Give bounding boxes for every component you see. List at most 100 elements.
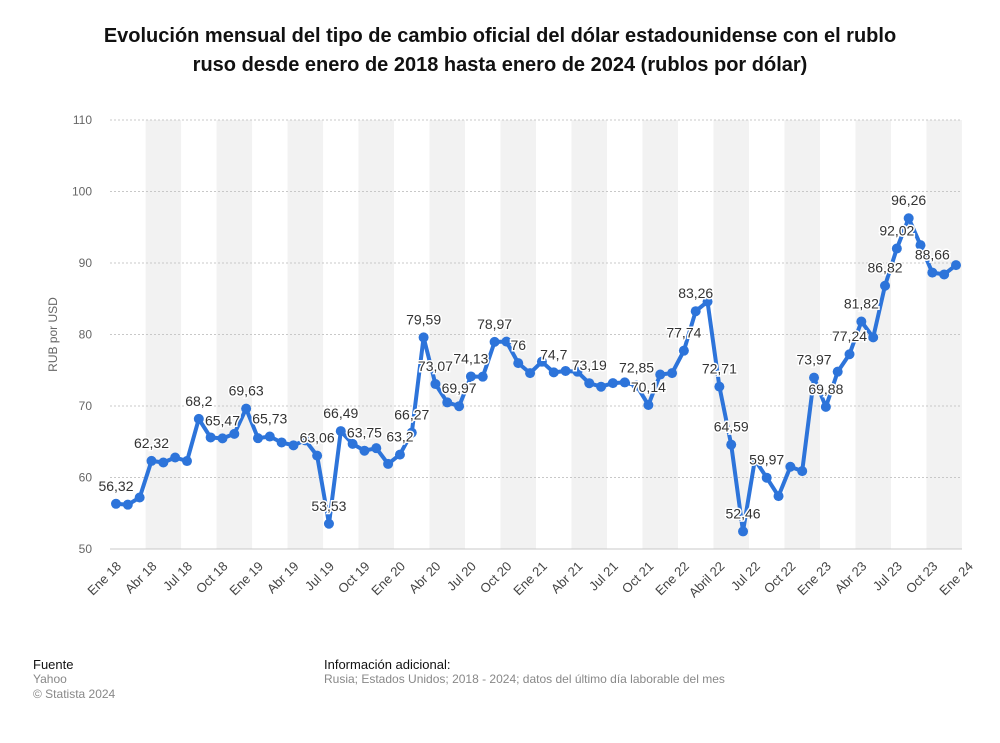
data-label: 72,71 xyxy=(702,361,737,377)
data-point xyxy=(288,440,299,451)
data-label: 77,74 xyxy=(666,325,701,341)
data-point xyxy=(749,454,760,465)
source-heading: Fuente xyxy=(33,657,74,672)
data-label: 78,97 xyxy=(477,316,512,332)
data-point xyxy=(809,372,820,383)
data-label: 65,47 xyxy=(205,412,240,428)
data-label: 72,85 xyxy=(619,360,654,376)
source-block: Fuente Yahoo © Statista 2024 xyxy=(33,657,115,702)
data-point xyxy=(726,439,737,450)
data-point xyxy=(477,371,488,382)
data-point xyxy=(241,403,252,414)
data-label: 53,53 xyxy=(311,498,346,514)
y-axis-label: RUB por USD xyxy=(46,297,60,372)
x-tick-label: Ene 19 xyxy=(226,559,266,599)
x-tick-label: Ene 20 xyxy=(368,559,408,599)
background-band xyxy=(287,120,324,549)
data-point xyxy=(111,498,121,509)
data-label: 56,32 xyxy=(98,478,133,494)
chart-title-line-2: ruso desde enero de 2018 hasta enero de … xyxy=(192,54,808,76)
y-tick-label: 90 xyxy=(79,256,93,270)
info-text: Rusia; Estados Unidos; 2018 - 2024; dato… xyxy=(324,672,725,686)
data-label: 52,46 xyxy=(726,505,761,521)
x-tick-label: Oct 22 xyxy=(761,559,799,597)
data-label: 64,59 xyxy=(714,419,749,435)
data-label: 83,26 xyxy=(678,285,713,301)
data-point xyxy=(371,443,382,454)
y-tick-label: 50 xyxy=(79,542,93,556)
data-label: 65,73 xyxy=(252,411,287,427)
data-point xyxy=(619,377,630,388)
data-point xyxy=(631,380,642,391)
y-tick-label: 110 xyxy=(73,113,92,127)
x-tick-label: Abril 22 xyxy=(686,559,728,601)
data-point xyxy=(655,369,666,380)
data-label: 70,14 xyxy=(631,379,666,395)
data-point xyxy=(596,381,607,392)
data-point xyxy=(501,336,512,347)
data-point xyxy=(702,296,713,307)
x-tick-label: Ene 23 xyxy=(794,559,834,599)
data-point xyxy=(383,458,394,469)
data-point xyxy=(927,267,938,278)
data-point xyxy=(264,431,275,442)
data-point xyxy=(584,378,595,389)
data-point xyxy=(773,491,784,502)
data-point xyxy=(607,378,618,389)
data-point xyxy=(430,379,441,390)
data-point xyxy=(359,445,370,456)
info-block: Información adicional: Rusia; Estados Un… xyxy=(324,657,725,687)
x-tick-label: Jul 19 xyxy=(302,559,337,594)
data-point xyxy=(678,345,689,356)
data-label: 86,82 xyxy=(867,260,902,276)
data-point xyxy=(915,240,926,251)
data-point xyxy=(797,466,808,477)
series-line xyxy=(114,216,958,534)
data-point xyxy=(323,518,334,529)
data-point xyxy=(820,401,831,412)
data-point xyxy=(335,426,346,437)
data-point xyxy=(868,332,879,343)
data-point xyxy=(394,449,405,460)
data-point xyxy=(513,358,524,369)
data-label: 79,59 xyxy=(406,311,441,327)
x-tick-label: Abr 18 xyxy=(122,559,160,597)
data-point xyxy=(418,332,429,343)
y-tick-label: 80 xyxy=(79,328,93,342)
x-tick-label: Jul 23 xyxy=(870,559,905,594)
data-point xyxy=(690,306,701,317)
data-point xyxy=(465,371,476,382)
data-label: 66,27 xyxy=(394,407,429,423)
data-label: 76 xyxy=(510,337,526,353)
data-point xyxy=(181,456,192,467)
data-label: 74,7 xyxy=(540,346,567,362)
source-text[interactable]: Yahoo xyxy=(33,672,67,686)
data-label: 69,63 xyxy=(229,383,264,399)
data-point xyxy=(217,433,228,444)
data-label: 69,88 xyxy=(808,381,843,397)
x-tick-label: Jul 18 xyxy=(160,559,195,594)
data-point xyxy=(525,368,536,379)
data-point xyxy=(761,472,772,483)
x-tick-label: Jul 21 xyxy=(586,559,621,594)
data-label: 81,82 xyxy=(844,295,879,311)
data-point xyxy=(856,316,867,327)
y-tick-label: 60 xyxy=(79,471,93,485)
x-tick-label: Jul 22 xyxy=(728,559,763,594)
data-point xyxy=(548,367,559,378)
data-point xyxy=(193,413,204,424)
data-point xyxy=(738,526,749,537)
chart-title-line-1: Evolución mensual del tipo de cambio ofi… xyxy=(103,25,897,47)
data-point xyxy=(891,243,902,254)
background-band xyxy=(642,120,678,549)
data-point xyxy=(454,401,465,412)
data-label: 68,2 xyxy=(185,393,212,409)
x-tick-label: Jul 20 xyxy=(444,559,479,594)
background-band xyxy=(358,120,395,549)
data-point xyxy=(643,399,654,410)
x-tick-label: Oct 18 xyxy=(193,559,231,597)
data-point xyxy=(134,492,145,503)
data-point xyxy=(122,499,133,510)
data-point xyxy=(312,450,323,461)
